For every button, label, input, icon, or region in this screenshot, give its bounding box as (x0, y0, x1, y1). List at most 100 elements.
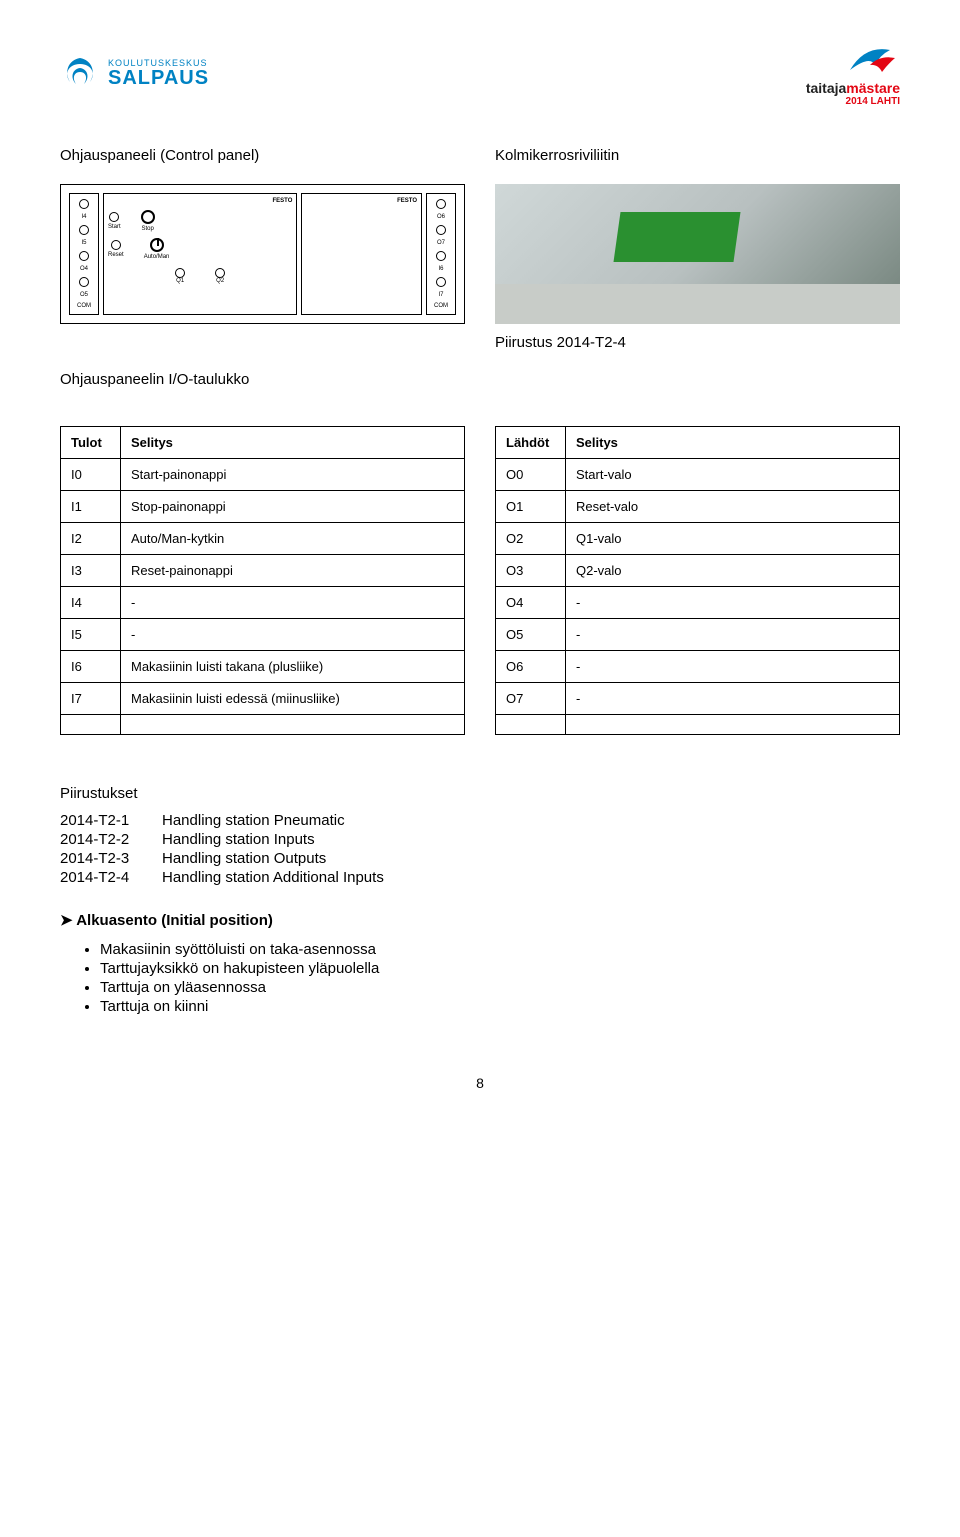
jack-icon (436, 225, 446, 235)
table-cell: O6 (496, 651, 566, 683)
table-row: O4- (496, 587, 900, 619)
table-row (61, 715, 465, 735)
table-cell: Start-valo (566, 459, 900, 491)
table-cell: - (121, 587, 465, 619)
jack-icon (436, 251, 446, 261)
col-header: Selitys (121, 427, 465, 459)
drawings-list: 2014-T2-1Handling station Pneumatic2014-… (60, 812, 900, 886)
drawings-title: Piirustukset (60, 785, 900, 802)
jack-icon (215, 268, 225, 278)
io-table-title: Ohjauspaneelin I/O-taulukko (60, 371, 900, 388)
jack-icon (436, 277, 446, 287)
table-cell: - (566, 587, 900, 619)
jack-icon (79, 277, 89, 287)
table-row: I0Start-painonappi (61, 459, 465, 491)
bullet-item: Tarttuja on kiinni (100, 998, 900, 1015)
jack-icon (111, 240, 121, 250)
stop-button-icon (141, 210, 155, 224)
table-cell: O4 (496, 587, 566, 619)
table-row: O0Start-valo (496, 459, 900, 491)
control-panel-title: Ohjauspaneeli (Control panel) (60, 147, 465, 164)
drawing-key: 2014-T2-3 (60, 850, 150, 867)
jack-icon (109, 212, 119, 222)
drawing-val: Handling station Outputs (162, 850, 326, 867)
taitaja-text: taitajamästare (806, 80, 900, 96)
table-cell (496, 715, 566, 735)
table-row: I6Makasiinin luisti takana (plusliike) (61, 651, 465, 683)
table-cell: - (566, 651, 900, 683)
table-cell: - (566, 683, 900, 715)
bullet-item: Makasiinin syöttöluisti on taka-asennoss… (100, 941, 900, 958)
panel-left-jacks: I4 I5 O4 O5 COM (69, 193, 99, 315)
table-cell: O2 (496, 523, 566, 555)
drawing-row: 2014-T2-3 Handling station Outputs (60, 850, 900, 867)
taitaja-year: 2014 LAHTI (846, 96, 900, 107)
table-cell: Start-painonappi (121, 459, 465, 491)
table-cell: - (121, 619, 465, 651)
drawing-key: 2014-T2-1 (60, 812, 150, 829)
drawing-row: 2014-T2-2 Handling station Inputs (60, 831, 900, 848)
table-row: I3Reset-painonappi (61, 555, 465, 587)
logo-salpaus: KOULUTUSKESKUS SALPAUS (60, 54, 209, 94)
drawing-val: Handling station Pneumatic (162, 812, 345, 829)
io-tables: Tulot Selitys I0Start-painonappiI1Stop-p… (60, 426, 900, 735)
panel-mid-block: FESTO Start Stop (103, 193, 297, 315)
initial-bullets: Makasiinin syöttöluisti on taka-asennoss… (100, 941, 900, 1015)
table-cell: Reset-valo (566, 491, 900, 523)
connector-title: Kolmikerrosriviliitin (495, 147, 900, 164)
table-cell: I3 (61, 555, 121, 587)
outputs-table: Lähdöt Selitys O0Start-valoO1Reset-valoO… (495, 426, 900, 735)
table-cell: I5 (61, 619, 121, 651)
table-row: I1Stop-painonappi (61, 491, 465, 523)
connector-photo (495, 184, 900, 324)
jack-icon (79, 225, 89, 235)
table-cell: I4 (61, 587, 121, 619)
table-cell: - (566, 619, 900, 651)
bullet-item: Tarttujayksikkö on hakupisteen yläpuolel… (100, 960, 900, 977)
table-row: I5- (61, 619, 465, 651)
logo-salpaus-text: KOULUTUSKESKUS SALPAUS (108, 59, 209, 88)
drawing-row: 2014-T2-1 Handling station Pneumatic (60, 812, 900, 829)
initial-position-title: Alkuasento (Initial position) (60, 911, 900, 929)
table-cell: O7 (496, 683, 566, 715)
table-cell: Q2-valo (566, 555, 900, 587)
table-row: O6- (496, 651, 900, 683)
jack-icon (175, 268, 185, 278)
drawing-key: 2014-T2-4 (60, 869, 150, 886)
drawing-val: Handling station Inputs (162, 831, 315, 848)
table-cell: I6 (61, 651, 121, 683)
logo-big-text: SALPAUS (108, 68, 209, 88)
table-row (496, 715, 900, 735)
table-row: O5- (496, 619, 900, 651)
panel-right-jacks: O6 O7 I6 I7 COM (426, 193, 456, 315)
table-cell: Stop-painonappi (121, 491, 465, 523)
table-cell: O5 (496, 619, 566, 651)
table-row: O1Reset-valo (496, 491, 900, 523)
page-number: 8 (60, 1075, 900, 1091)
col-header: Selitys (566, 427, 900, 459)
table-cell: Q1-valo (566, 523, 900, 555)
col-header: Lähdöt (496, 427, 566, 459)
control-panel-diagram: I4 I5 O4 O5 COM FESTO Start (60, 184, 465, 324)
jack-icon (79, 199, 89, 209)
table-row: O7- (496, 683, 900, 715)
page-header: KOULUTUSKESKUS SALPAUS taitajamästare 20… (60, 40, 900, 107)
drawing-key: 2014-T2-2 (60, 831, 150, 848)
table-cell: Auto/Man-kytkin (121, 523, 465, 555)
table-cell: O3 (496, 555, 566, 587)
col-header: Tulot (61, 427, 121, 459)
table-cell (566, 715, 900, 735)
table-cell (121, 715, 465, 735)
table-cell: O1 (496, 491, 566, 523)
bullet-item: Tarttuja on yläasennossa (100, 979, 900, 996)
table-cell: Reset-painonappi (121, 555, 465, 587)
drawing-ref-caption: Piirustus 2014-T2-4 (495, 334, 900, 351)
salpaus-swirl-icon (60, 54, 100, 94)
table-cell: Makasiinin luisti edessä (miinusliike) (121, 683, 465, 715)
jack-icon (436, 199, 446, 209)
table-row: O3Q2-valo (496, 555, 900, 587)
table-cell: I7 (61, 683, 121, 715)
jack-icon (79, 251, 89, 261)
inputs-table: Tulot Selitys I0Start-painonappiI1Stop-p… (60, 426, 465, 735)
table-row: O2Q1-valo (496, 523, 900, 555)
